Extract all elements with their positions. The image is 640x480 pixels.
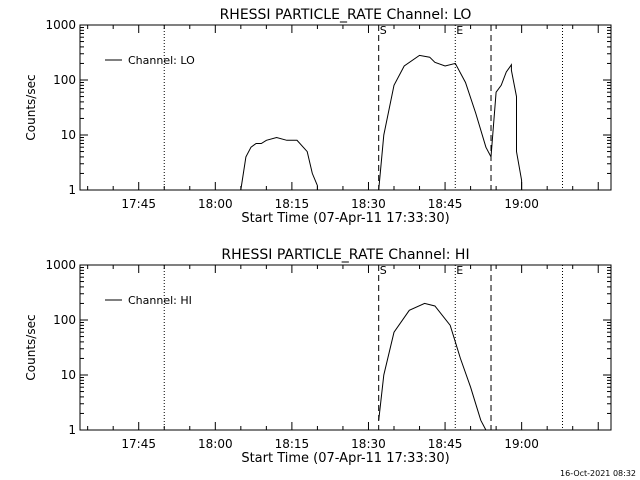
y-tick-label: 1 <box>68 183 76 197</box>
y-tick-label: 100 <box>53 73 76 87</box>
end-marker: E <box>456 264 463 277</box>
x-tick-label: 18:15 <box>275 197 310 211</box>
y-tick-label: 1000 <box>45 258 76 272</box>
y-tick-label: 10 <box>61 128 76 142</box>
x-tick-label: 18:45 <box>428 437 463 451</box>
legend-label: Channel: HI <box>128 294 192 307</box>
panel-hi: RHESSI PARTICLE_RATE Channel: HI 1 10 100 10… <box>24 247 612 466</box>
x-tick-label: 18:15 <box>275 437 310 451</box>
x-tick-label: 17:45 <box>121 197 156 211</box>
series-line <box>240 54 523 191</box>
x-axis-label: Start Time (07-Apr-11 17:33:30) <box>241 451 449 466</box>
y-tick-label: 1 <box>68 423 76 437</box>
x-tick-label: 17:45 <box>121 437 156 451</box>
series-line <box>378 302 487 431</box>
panel-lo: RHESSI PARTICLE_RATE Channel: LO 1 10 100 10… <box>24 7 612 226</box>
y-tick-label: 100 <box>53 313 76 327</box>
start-marker: S <box>380 264 387 277</box>
x-tick-label: 18:45 <box>428 197 463 211</box>
x-tick-label: 18:30 <box>351 197 386 211</box>
start-marker: S <box>380 24 387 37</box>
x-tick-label: 19:00 <box>504 197 539 211</box>
x-tick-label: 18:00 <box>198 437 233 451</box>
legend-label: Channel: LO <box>128 54 195 67</box>
x-tick-label: 19:00 <box>504 437 539 451</box>
x-tick-label: 18:00 <box>198 197 233 211</box>
x-tick-label: 18:30 <box>351 437 386 451</box>
plot-frame <box>79 264 612 431</box>
plot-frame <box>79 24 612 191</box>
x-axis-label: Start Time (07-Apr-11 17:33:30) <box>241 211 449 226</box>
end-marker: E <box>456 24 463 37</box>
y-axis-label: Counts/sec <box>24 314 38 380</box>
chart-title: RHESSI PARTICLE_RATE Channel: LO <box>220 7 472 23</box>
chart-title: RHESSI PARTICLE_RATE Channel: HI <box>221 247 469 263</box>
footer-timestamp: 16-Oct-2021 08:32 <box>560 469 636 478</box>
y-tick-label: 10 <box>61 368 76 382</box>
y-axis-label: Counts/sec <box>24 74 38 140</box>
y-tick-label: 1000 <box>45 18 76 32</box>
